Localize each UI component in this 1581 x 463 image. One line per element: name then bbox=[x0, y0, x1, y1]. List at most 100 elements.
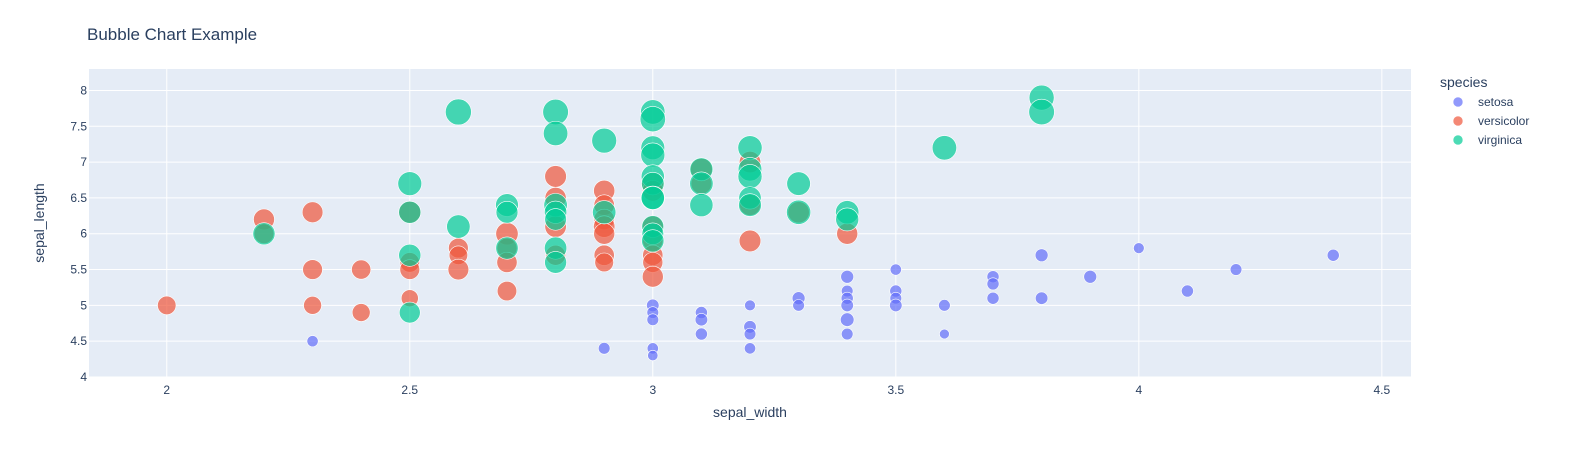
data-point bbox=[641, 229, 665, 253]
y-axis-ticks: 4 4.5 5 5.5 6 6.5 7 7.5 8 bbox=[70, 83, 87, 384]
data-point bbox=[1229, 263, 1243, 276]
x-tick-label: 2 bbox=[163, 383, 170, 397]
data-point bbox=[786, 171, 811, 196]
data-point bbox=[689, 193, 714, 218]
data-point bbox=[593, 222, 615, 245]
data-point bbox=[641, 265, 664, 288]
data-point bbox=[591, 127, 617, 154]
data-point bbox=[737, 164, 763, 189]
x-tick-label: 3.5 bbox=[887, 383, 904, 397]
data-point bbox=[792, 299, 805, 312]
data-point bbox=[398, 301, 421, 324]
data-point bbox=[1083, 269, 1097, 284]
legend-label: versicolor bbox=[1478, 114, 1529, 128]
data-point bbox=[447, 258, 470, 281]
data-point bbox=[592, 200, 617, 225]
data-point bbox=[542, 98, 569, 126]
legend-marker bbox=[1452, 96, 1464, 108]
data-point bbox=[1326, 248, 1340, 262]
data-point bbox=[544, 251, 567, 274]
data-point bbox=[640, 142, 666, 168]
y-axis-title: sepal_length bbox=[31, 183, 47, 262]
data-point bbox=[445, 98, 472, 126]
data-point bbox=[303, 296, 322, 315]
series-setosa bbox=[306, 242, 1340, 362]
data-point bbox=[1133, 242, 1145, 254]
data-point bbox=[446, 214, 471, 239]
legend-item-setosa[interactable]: setosa bbox=[1452, 95, 1514, 109]
y-tick-label: 4.5 bbox=[70, 334, 87, 348]
data-point bbox=[841, 327, 854, 341]
data-point bbox=[495, 200, 519, 224]
data-point bbox=[252, 222, 276, 246]
legend-item-versicolor[interactable]: versicolor bbox=[1452, 114, 1529, 128]
data-point bbox=[640, 186, 665, 210]
data-point bbox=[786, 199, 812, 225]
data-point bbox=[938, 299, 951, 312]
data-point bbox=[351, 303, 371, 322]
legend-marker bbox=[1452, 115, 1464, 127]
legend-item-virginica[interactable]: virginica bbox=[1452, 133, 1522, 147]
y-tick-label: 8 bbox=[80, 83, 87, 97]
data-point bbox=[835, 207, 860, 232]
data-point bbox=[306, 335, 319, 348]
data-point bbox=[496, 280, 518, 302]
data-point bbox=[1028, 98, 1055, 126]
data-point bbox=[840, 269, 854, 284]
data-point bbox=[543, 120, 569, 146]
y-tick-label: 5.5 bbox=[70, 263, 87, 277]
data-point bbox=[594, 252, 614, 273]
data-point bbox=[744, 342, 756, 355]
data-point bbox=[647, 350, 659, 362]
data-point bbox=[939, 328, 950, 340]
legend-title: species bbox=[1440, 74, 1487, 90]
x-tick-label: 3 bbox=[649, 383, 656, 397]
data-point bbox=[840, 312, 855, 327]
data-point bbox=[889, 298, 903, 312]
data-point bbox=[351, 259, 372, 280]
data-point bbox=[598, 342, 611, 355]
data-point bbox=[738, 193, 762, 217]
data-point bbox=[743, 327, 757, 341]
data-point bbox=[495, 236, 519, 260]
y-tick-label: 4 bbox=[80, 370, 87, 384]
data-point bbox=[1034, 248, 1049, 262]
y-tick-label: 5 bbox=[80, 298, 87, 312]
data-point bbox=[689, 171, 714, 196]
data-point bbox=[737, 135, 763, 161]
x-axis-ticks: 2 2.5 3 3.5 4 4.5 bbox=[163, 383, 1390, 397]
data-point bbox=[931, 135, 957, 161]
data-point bbox=[397, 171, 422, 196]
legend-label: setosa bbox=[1478, 95, 1514, 109]
data-point bbox=[639, 106, 666, 133]
data-point bbox=[301, 201, 324, 223]
chart-title: Bubble Chart Example bbox=[87, 25, 257, 44]
data-point bbox=[738, 229, 762, 253]
data-point bbox=[544, 208, 567, 231]
x-tick-label: 4.5 bbox=[1373, 383, 1390, 397]
data-point bbox=[544, 165, 567, 188]
legend-label: virginica bbox=[1478, 133, 1522, 147]
legend-marker bbox=[1452, 134, 1464, 146]
data-point bbox=[986, 291, 1000, 305]
y-tick-label: 7.5 bbox=[70, 119, 87, 133]
y-tick-label: 6.5 bbox=[70, 191, 87, 205]
data-point bbox=[398, 200, 422, 224]
data-point bbox=[302, 259, 323, 280]
data-point bbox=[695, 327, 708, 341]
data-point bbox=[986, 277, 1000, 291]
y-tick-label: 6 bbox=[80, 227, 87, 241]
x-tick-label: 2.5 bbox=[401, 383, 418, 397]
data-point bbox=[157, 295, 177, 315]
legend-items: setosa versicolor virginica bbox=[1452, 95, 1529, 147]
data-point bbox=[889, 263, 902, 276]
y-tick-label: 7 bbox=[80, 155, 87, 169]
data-point bbox=[744, 299, 756, 312]
data-point bbox=[694, 313, 708, 327]
x-tick-label: 4 bbox=[1135, 383, 1142, 397]
data-point bbox=[646, 313, 659, 326]
data-point bbox=[1181, 284, 1194, 298]
data-point bbox=[1035, 291, 1049, 305]
data-point bbox=[840, 298, 854, 312]
